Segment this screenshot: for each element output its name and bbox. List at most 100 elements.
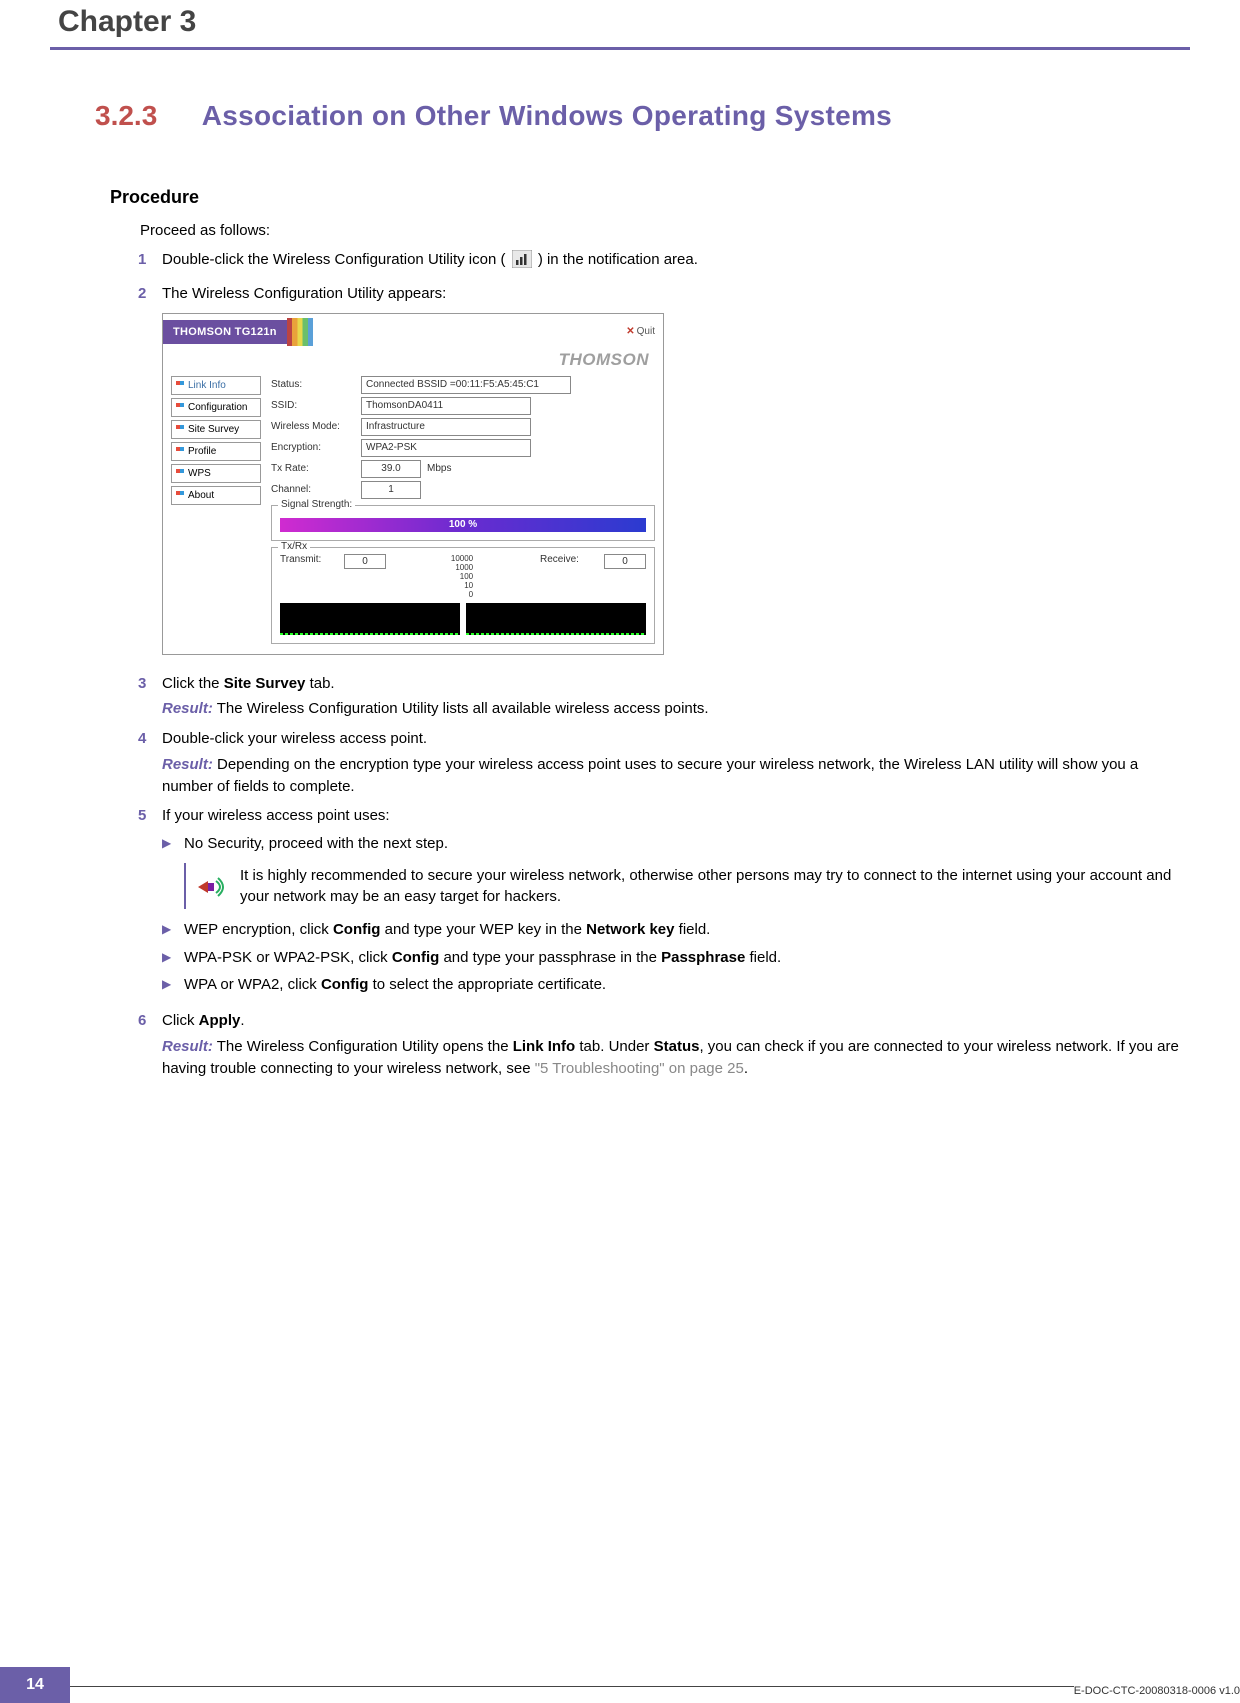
scale-val: 10 — [464, 581, 473, 590]
status-label: Status: — [271, 379, 361, 390]
step-text: If your wireless access point uses: — [162, 805, 1190, 827]
security-note: It is highly recommended to secure your … — [184, 863, 1190, 909]
nav-configuration[interactable]: Configuration — [171, 398, 261, 417]
nav-profile[interactable]: Profile — [171, 442, 261, 461]
signal-percent: 100 % — [449, 518, 477, 532]
scale-val: 0 — [469, 590, 473, 599]
procedure-heading: Procedure — [110, 187, 1190, 208]
note-text: It is highly recommended to secure your … — [240, 863, 1190, 909]
utility-nav: Link Info Configuration Site Survey Prof… — [171, 376, 261, 644]
step-text: Double-click your wireless access point. — [162, 728, 1190, 750]
receive-value: 0 — [604, 554, 646, 569]
result-label: Result: — [162, 1038, 213, 1055]
bullet-no-security: ▶ No Security, proceed with the next ste… — [162, 833, 1190, 855]
transmit-graph — [280, 603, 460, 635]
txrx-group: Tx/Rx Transmit: 0 10000 1000 100 10 0 — [271, 547, 655, 644]
txrate-label: Tx Rate: — [271, 463, 361, 474]
step-number: 5 — [138, 805, 162, 1002]
step-4: 4 Double-click your wireless access poin… — [138, 728, 1190, 797]
txrate-unit: Mbps — [427, 463, 451, 474]
step-text: Click — [162, 1012, 199, 1029]
step-number: 2 — [138, 283, 162, 305]
ssid-label: SSID: — [271, 400, 361, 411]
nav-link-info[interactable]: Link Info — [171, 376, 261, 395]
bullet-wpa: ▶ WPA or WPA2, click Config to select th… — [162, 974, 1190, 996]
step-text: . — [240, 1012, 244, 1029]
step-number: 4 — [138, 728, 162, 797]
bullet-text: to select the appropriate certificate. — [368, 976, 606, 993]
bullet-marker-icon: ▶ — [162, 833, 184, 855]
chapter-rule — [50, 47, 1190, 50]
receive-graph — [466, 603, 646, 635]
quit-button[interactable]: ✕Quit — [626, 326, 655, 337]
page-number: 14 — [0, 1667, 70, 1703]
receive-label: Receive: — [540, 554, 590, 565]
signal-strength-group: Signal Strength: 100 % — [271, 505, 655, 541]
footer-rule — [70, 1686, 1074, 1687]
mode-value: Infrastructure — [361, 418, 531, 436]
scale-val: 10000 — [451, 554, 473, 563]
nav-about[interactable]: About — [171, 486, 261, 505]
utility-product-name: THOMSON TG121n — [163, 320, 287, 344]
step-text: tab. — [305, 675, 334, 692]
result-text: The Wireless Configuration Utility opens… — [213, 1038, 513, 1055]
status-value: Connected BSSID =00:11:F5:A5:45:C1 — [361, 376, 571, 394]
bullet-text: WPA-PSK or WPA2-PSK, click — [184, 949, 392, 966]
nav-icon — [176, 447, 184, 455]
nav-label: Profile — [188, 446, 216, 457]
mode-label: Wireless Mode: — [271, 421, 361, 432]
result-label: Result: — [162, 700, 213, 717]
result-text: The Wireless Configuration Utility lists… — [213, 700, 709, 717]
step-number: 6 — [138, 1010, 162, 1079]
signal-bar: 100 % — [280, 518, 646, 532]
result-label: Result: — [162, 756, 213, 773]
link-info-ref: Link Info — [513, 1038, 576, 1055]
page-footer: 14 E-DOC-CTC-20080318-0006 v1.0 — [0, 1667, 1240, 1703]
result-text: tab. Under — [575, 1038, 653, 1055]
nav-label: Site Survey — [188, 424, 239, 435]
chapter-header: Chapter 3 — [58, 5, 1190, 39]
quit-label: Quit — [637, 326, 655, 337]
bullet-wpa-psk: ▶ WPA-PSK or WPA2-PSK, click Config and … — [162, 947, 1190, 969]
bullet-text: and type your WEP key in the — [380, 921, 586, 938]
txrate-value: 39.0 — [361, 460, 421, 478]
nav-icon — [176, 491, 184, 499]
ssid-value: ThomsonDA0411 — [361, 397, 531, 415]
config-ref: Config — [321, 976, 368, 993]
document-id: E-DOC-CTC-20080318-0006 v1.0 — [1074, 1685, 1240, 1697]
nav-site-survey[interactable]: Site Survey — [171, 420, 261, 439]
bullet-text: No Security, proceed with the next step. — [184, 833, 1190, 855]
step-2: 2 The Wireless Configuration Utility app… — [138, 283, 1190, 305]
procedure-intro: Proceed as follows: — [140, 222, 1190, 239]
passphrase-ref: Passphrase — [661, 949, 745, 966]
bullet-marker-icon: ▶ — [162, 947, 184, 969]
txrx-legend: Tx/Rx — [278, 541, 310, 552]
scale-val: 1000 — [455, 563, 473, 572]
nav-icon — [176, 425, 184, 433]
transmit-value: 0 — [344, 554, 386, 569]
bullet-text: and type your passphrase in the — [439, 949, 661, 966]
step-text: Double-click the Wireless Configuration … — [162, 251, 505, 268]
utility-window: THOMSON TG121n ✕Quit THOMSON Link Info C… — [162, 313, 664, 655]
banner-stripes-icon — [287, 318, 313, 346]
step-text: ) in the notification area. — [538, 251, 698, 268]
txrx-scale: 10000 1000 100 10 0 — [451, 554, 475, 599]
nav-label: Configuration — [188, 402, 247, 413]
bullet-text: WEP encryption, click — [184, 921, 333, 938]
step-6: 6 Click Apply. Result: The Wireless Conf… — [138, 1010, 1190, 1079]
result-text: Depending on the encryption type your wi… — [162, 756, 1138, 795]
step-number: 1 — [138, 249, 162, 275]
step-text: Click the — [162, 675, 224, 692]
troubleshooting-xref[interactable]: "5 Troubleshooting" on page 25 — [535, 1060, 744, 1077]
utility-main: Status:Connected BSSID =00:11:F5:A5:45:C… — [271, 376, 655, 644]
nav-label: WPS — [188, 468, 211, 479]
transmit-label: Transmit: — [280, 554, 330, 565]
bullet-marker-icon: ▶ — [162, 919, 184, 941]
nav-label: Link Info — [188, 380, 226, 391]
nav-wps[interactable]: WPS — [171, 464, 261, 483]
site-survey-ref: Site Survey — [224, 675, 306, 692]
section-title: Association on Other Windows Operating S… — [202, 100, 892, 131]
thomson-logo: THOMSON — [559, 350, 649, 369]
bullet-text: field. — [674, 921, 710, 938]
signal-legend: Signal Strength: — [278, 499, 355, 510]
